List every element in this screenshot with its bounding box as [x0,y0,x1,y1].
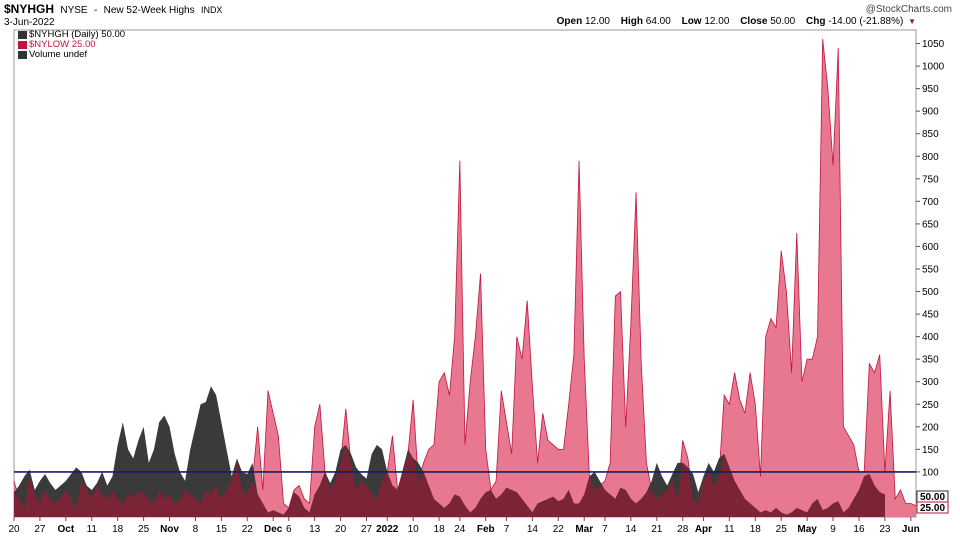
exchange: NYSE [60,5,88,16]
index-type: INDX [200,5,223,15]
y-tick-label: 1000 [922,62,945,73]
x-tick-label: 22 [242,524,254,535]
x-tick-label: 14 [625,524,637,535]
y-tick-label: 350 [922,355,939,366]
last-value-badge-nylow [916,501,949,514]
chg-value: -14.00 (-21.88%) [828,16,904,27]
y-tick-label: 950 [922,84,939,95]
legend-swatch-nyhgh [18,31,27,39]
x-tick-label: Apr [695,524,712,535]
index-name: New 52-Week Highs [103,5,195,16]
high-label: High [620,16,643,27]
chart-date: 3-Jun-2022 [4,17,55,28]
x-tick-label: 6 [286,524,292,535]
x-tick-label: 7 [504,524,510,535]
y-tick-label: 300 [922,377,939,388]
x-tick-label: 18 [112,524,124,535]
watermark: @StockCharts.com [865,4,952,15]
y-tick-label: 800 [922,152,939,163]
y-tick-label: 1050 [922,39,945,50]
x-tick-label: 15 [216,524,228,535]
y-tick-label: 900 [922,107,939,118]
x-tick-label: 18 [434,524,446,535]
x-tick-label: 11 [724,524,735,535]
y-tick-label: 600 [922,242,939,253]
chart-header: $NYHGH NYSE - New 52-Week Highs INDX 3-J… [0,0,960,30]
legend-label-nyhgh: $NYHGH (Daily) 50.00 [29,29,126,40]
x-tick-label: 24 [454,524,466,535]
x-tick-label: Dec [264,524,283,535]
y-tick-label: 250 [922,400,939,411]
ohlc-readout: Open 12.00 High 64.00 Low 12.00 Close 50… [549,16,916,27]
y-tick-label: 650 [922,219,939,230]
y-tick-label: 700 [922,197,939,208]
y-tick-label: 200 [922,422,939,433]
x-tick-label: 21 [651,524,663,535]
low-value: 12.00 [704,16,730,27]
legend-swatch-volume [18,51,27,59]
down-triangle-icon: ▼ [908,17,916,26]
x-tick-label: 10 [408,524,420,535]
symbol: $NYHGH [4,2,55,16]
x-tick-label: Oct [58,524,75,535]
y-tick-label: 750 [922,174,939,185]
chg-label: Chg [806,16,826,27]
close-label: Close [740,16,768,27]
last-value-text-nyhgh: 50.00 [920,492,945,503]
legend-label-volume: Volume undef [29,49,88,60]
legend-item-volume: Volume undef [18,50,125,60]
y-tick-label: 450 [922,310,939,321]
x-tick-label: 2022 [376,524,399,535]
x-tick-label: 20 [8,524,20,535]
x-tick-label: 7 [602,524,608,535]
x-tick-label: Jun [902,524,920,535]
x-tick-label: 27 [361,524,373,535]
nylow-area [14,39,916,518]
low-label: Low [681,16,702,27]
high-value: 64.00 [645,16,671,27]
y-tick-label: 150 [922,445,939,456]
open-label: Open [556,16,583,27]
legend-item-nyhgh: $NYHGH (Daily) 50.00 [18,30,125,40]
y-tick-label: 550 [922,264,939,275]
last-value-text-nylow: 25.00 [920,503,945,514]
close-value: 50.00 [770,16,796,27]
x-tick-label: 8 [193,524,199,535]
x-tick-label: 23 [879,524,891,535]
legend-label-nylow: $NYLOW 25.00 [29,39,96,50]
open-value: 12.00 [584,16,610,27]
x-tick-label: 27 [34,524,46,535]
y-tick-label: 100 [922,467,939,478]
x-tick-label: 25 [776,524,788,535]
x-tick-label: May [797,524,817,535]
y-tick-label: 850 [922,129,939,140]
y-tick-label: 500 [922,287,939,298]
x-tick-label: 25 [138,524,150,535]
x-tick-label: 9 [830,524,836,535]
x-tick-label: Mar [575,524,593,535]
x-tick-label: Feb [477,524,495,535]
x-tick-label: 11 [87,524,98,535]
x-tick-label: 16 [853,524,865,535]
dash-separator: - [93,5,98,16]
x-tick-label: 28 [677,524,689,535]
chart-title: $NYHGH NYSE - New 52-Week Highs INDX [4,2,222,16]
y-tick-label: 400 [922,332,939,343]
x-tick-label: 18 [750,524,762,535]
x-tick-label: 20 [335,524,347,535]
x-tick-label: 13 [309,524,321,535]
legend-swatch-nylow [18,41,27,49]
chart-legend: $NYHGH (Daily) 50.00 $NYLOW 25.00 Volume… [18,30,125,60]
x-tick-label: Nov [160,524,179,535]
x-tick-label: 22 [553,524,565,535]
overlap-area [14,444,885,517]
x-tick-label: 14 [527,524,539,535]
legend-item-nylow: $NYLOW 25.00 [18,40,125,50]
